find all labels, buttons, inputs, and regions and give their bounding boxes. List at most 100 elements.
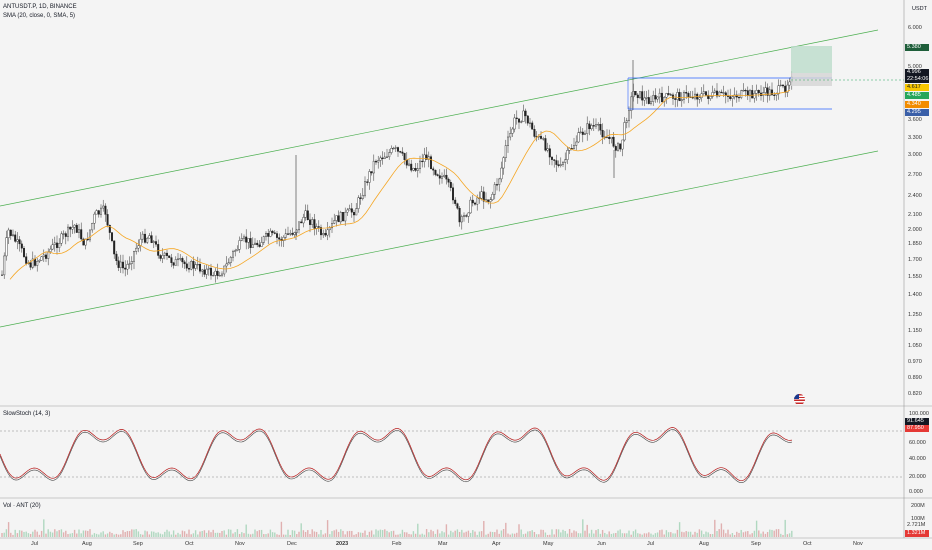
volume-bar [348,530,351,537]
volume-bar [509,534,511,537]
volume-bar [175,534,177,537]
volume-bar [58,530,60,537]
candle-body [557,164,560,166]
volume-bar [678,522,681,537]
volume-bar [549,534,551,537]
volume-bar [408,533,410,537]
volume-bar [505,522,507,537]
candle-body [555,160,558,165]
candle-body [110,232,113,242]
volume-bar [194,530,197,537]
volume-bar [700,530,703,537]
volume-bar [458,531,461,537]
price-tick: 1.250 [908,312,922,318]
candle-body [467,212,470,217]
candle-body [7,229,10,238]
candle-body [269,230,272,237]
candle-body [172,262,175,266]
volume-bar [485,534,487,537]
volume-bar [694,531,696,537]
volume-bar [637,533,639,537]
candle-body [542,138,545,140]
candle-body [225,263,228,267]
volume-bar [252,533,254,537]
volume-bar [188,529,190,537]
volume-bar [208,530,210,537]
volume-bar [439,533,441,537]
volume-bar [124,531,126,537]
candle-body [628,110,631,121]
volume-bar [674,533,676,537]
volume-bar [621,533,624,537]
volume-bar [535,534,538,537]
candle-body [58,243,61,248]
volume-bar [40,530,43,537]
volume-bar [278,534,280,537]
volume-bar [302,530,305,537]
volume-bar [452,532,454,537]
stoch-tick: 60.000 [909,440,926,446]
volume-bar [575,531,577,537]
candle-body [786,84,789,93]
candle-body [287,233,290,235]
candle-body [234,250,237,252]
volume-bar [586,524,588,537]
us-flag-icon[interactable] [794,394,805,405]
volume-legend[interactable]: Vol · ANT (20) [3,503,41,509]
candle-body [634,91,637,96]
volume-bar [390,531,393,537]
candle-body [782,84,785,87]
volume-bar [430,529,432,537]
volume-bar [135,529,137,537]
volume-bar [203,530,206,537]
candle-body [507,136,510,146]
volume-bar [388,532,390,537]
candle-body [181,258,184,263]
volume-bar [100,532,102,537]
volume-bar [131,529,133,537]
candle-body [511,128,514,134]
volume-bar [326,520,329,537]
candle-body [126,264,129,270]
volume-bar [153,531,155,537]
candle-body [163,252,166,256]
time-tick: Aug [82,541,92,547]
volume-bar [518,524,520,537]
candle-body [203,269,206,275]
volume-bar [157,532,159,537]
candle-body [71,226,74,230]
candle-body [518,118,521,123]
candle-body [575,141,578,146]
candle-body [707,94,710,99]
candle-body [379,157,382,161]
sma-legend[interactable]: SMA (20, close, 0, SMA, 5) [3,13,76,19]
candle-body [91,223,94,231]
candle-body [452,187,455,201]
candle-body [531,122,534,130]
volume-bar [115,533,118,537]
stoch-legend[interactable]: SlowStoch (14, 3) [3,411,51,417]
candle-body [370,171,373,174]
volume-bar [120,534,122,537]
volume-bar [205,532,208,537]
volume-bar [414,533,417,537]
currency-label[interactable]: USDT [912,6,927,12]
volume-bar [324,533,327,537]
volume-bar [478,531,481,537]
symbol-label[interactable]: ANTUSDT.P, 1D, BINANCE [3,4,77,10]
volume-bar [285,534,287,537]
candle-body [421,160,424,163]
candle-body [124,267,127,270]
volume-bar [780,533,782,537]
volume-bar [725,533,727,537]
candle-body [201,269,204,272]
candle-body [11,234,14,236]
price-tick: 2.100 [908,212,922,218]
candle-body [460,216,463,223]
volume-bar [564,531,566,537]
candle-body [34,258,37,266]
volume-bar [381,530,384,537]
vol-tag-b: 1.321M [905,530,929,537]
